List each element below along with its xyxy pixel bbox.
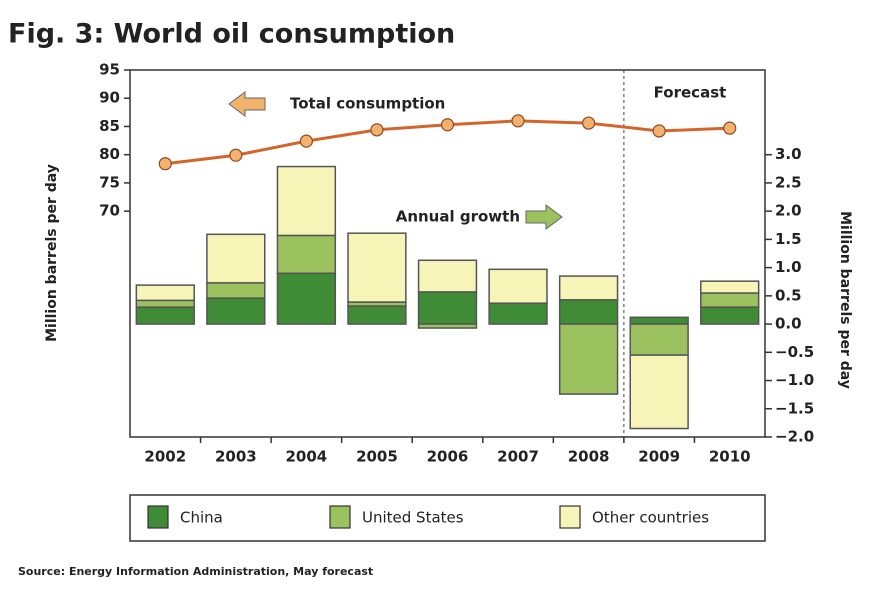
- y-tick-label: 75: [99, 173, 120, 191]
- legend-swatch: [329, 505, 351, 529]
- x-tick-label: 2002: [144, 448, 186, 466]
- y-tick-label: 80: [99, 145, 120, 163]
- bar-segment: [135, 284, 195, 302]
- x-tick-label: 2003: [215, 448, 257, 466]
- total-point: [158, 157, 172, 171]
- legend-swatch: [559, 505, 581, 529]
- y-tick-label: 95: [99, 61, 120, 79]
- bar-segment: [488, 268, 548, 304]
- bar-segment: [135, 306, 195, 325]
- plot-frame: [129, 69, 766, 438]
- total-point: [440, 118, 455, 132]
- legend-box: [129, 494, 766, 542]
- y2-tick-label: 3.0: [775, 145, 802, 163]
- y2-tick-label: 2.0: [775, 202, 802, 220]
- legend-label: United States: [362, 509, 464, 527]
- x-tick-label: 2006: [427, 448, 469, 466]
- bar-segment: [206, 282, 266, 299]
- growth-annotation: Annual growth: [396, 208, 520, 226]
- y2-tick-label: −2.0: [775, 428, 814, 446]
- bar-segment: [206, 233, 266, 284]
- bar-segment: [629, 323, 689, 356]
- y-axis-title: Million barrels per day: [44, 164, 60, 342]
- bar-segment: [276, 272, 337, 325]
- total-point: [229, 148, 243, 162]
- total-point: [511, 114, 525, 128]
- legend-swatch: [147, 505, 169, 529]
- total-point: [299, 134, 313, 148]
- source-note: Source: Energy Information Administratio…: [18, 565, 373, 578]
- y-tick-label: 85: [99, 117, 120, 135]
- bar-segment: [276, 165, 337, 237]
- bar-segment: [347, 305, 407, 325]
- y2-axis-title: Million barrels per day: [837, 211, 853, 389]
- bar-segment: [558, 323, 619, 395]
- y2-tick-label: 1.0: [775, 258, 802, 276]
- bar-segment: [558, 275, 619, 301]
- x-tick-label: 2004: [286, 448, 328, 466]
- bar-segment: [276, 234, 337, 275]
- bar-segment: [629, 316, 689, 325]
- bar-segment: [488, 302, 548, 325]
- total-annotation: Total consumption: [290, 95, 445, 113]
- bar-segment: [700, 280, 760, 294]
- x-tick-label: 2008: [568, 448, 610, 466]
- bar-segment: [135, 299, 195, 308]
- total-point: [582, 116, 596, 130]
- x-tick-label: 2010: [709, 448, 751, 466]
- legend-label: Other countries: [592, 509, 709, 527]
- y2-tick-label: −0.5: [775, 343, 814, 361]
- bar-segment: [417, 323, 478, 329]
- y2-tick-label: 2.5: [775, 173, 802, 191]
- total-point: [652, 124, 666, 138]
- total-arrow: [228, 91, 266, 117]
- bar-segment: [700, 292, 760, 308]
- bar-segment: [347, 232, 407, 303]
- y2-tick-label: −1.0: [775, 371, 814, 389]
- y-tick-label: 70: [99, 202, 120, 220]
- total-point: [370, 123, 384, 137]
- bar-segment: [206, 297, 266, 325]
- total-point: [723, 121, 737, 135]
- x-tick-label: 2009: [638, 448, 680, 466]
- y2-tick-label: −1.5: [775, 399, 814, 417]
- bar-segment: [629, 354, 689, 430]
- bar-segment: [417, 291, 478, 325]
- growth-arrow: [525, 204, 563, 230]
- forecast-label: Forecast: [654, 84, 727, 102]
- bar-segment: [700, 306, 760, 325]
- bar-segment: [558, 299, 619, 325]
- x-tick-label: 2007: [497, 448, 539, 466]
- legend-label: China: [180, 509, 223, 527]
- y2-tick-label: 0.5: [775, 286, 802, 304]
- y2-tick-label: 0.0: [775, 315, 802, 333]
- bar-segment: [417, 259, 478, 293]
- chart-title: Fig. 3: World oil consumption: [8, 19, 455, 50]
- y-tick-label: 90: [99, 89, 120, 107]
- y2-tick-label: 1.5: [775, 230, 802, 248]
- x-tick-label: 2005: [356, 448, 398, 466]
